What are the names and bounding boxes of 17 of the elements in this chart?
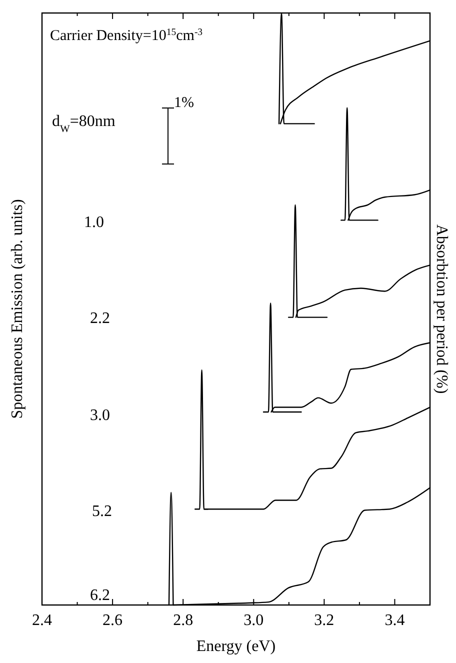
x-tick-label: 2.8 — [173, 612, 194, 629]
x-axis-title: Energy (eV) — [196, 638, 276, 655]
annotation: 6.2 — [90, 587, 110, 604]
annotation: 3.0 — [90, 407, 110, 424]
x-tick-label: 3.4 — [384, 612, 405, 629]
annotation: 1% — [174, 95, 194, 111]
annotation: d$_{W}$=80nm — [52, 113, 116, 134]
annotation: Carrier Density=10$^{15}$cm$^{-3}$ — [50, 26, 203, 44]
annotation: 5.2 — [92, 503, 112, 520]
x-tick-label: 3.2 — [314, 612, 334, 629]
y-axis-title: Spontaneous Emission (arb. units) — [9, 199, 26, 419]
annotation: 2.2 — [90, 310, 110, 327]
x-tick-label: 2.4 — [32, 612, 52, 629]
x-tick-label: 3.0 — [244, 612, 264, 629]
x-tick-label: 2.6 — [102, 612, 123, 629]
y2-axis-title: Absorbtion per period (%) — [433, 224, 450, 394]
annotation: 1.0 — [84, 214, 104, 231]
